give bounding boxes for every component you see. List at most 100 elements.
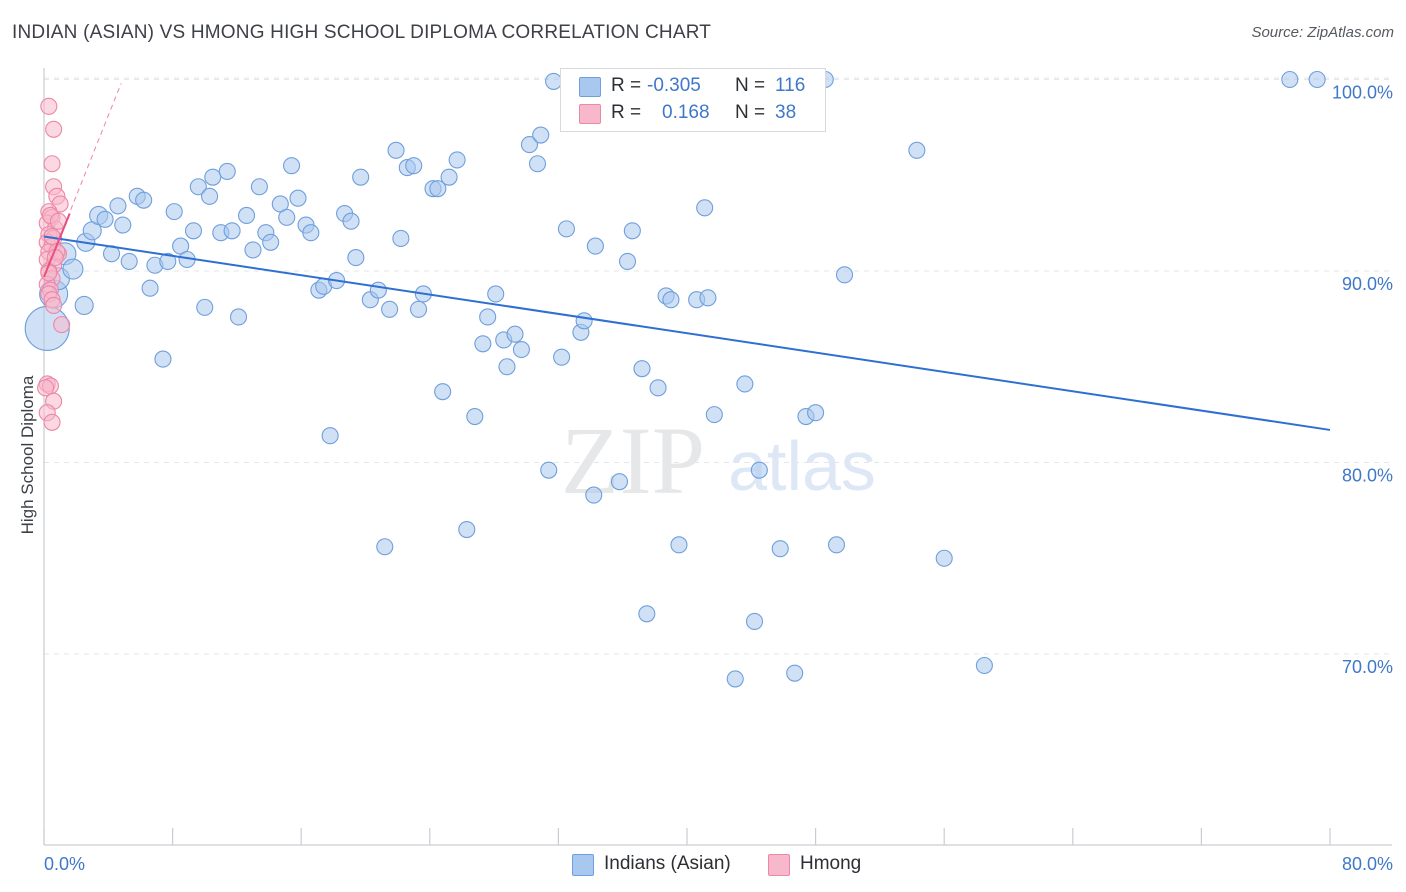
data-point-hmong — [45, 296, 63, 315]
data-point-indians — [745, 612, 764, 630]
grid-lines — [44, 77, 1392, 655]
data-point-indians — [498, 358, 516, 376]
data-point-indians — [223, 222, 241, 240]
legend-n-value: 38 — [775, 102, 797, 123]
data-point-indians — [120, 252, 138, 270]
data-point-indians — [610, 473, 629, 491]
data-point-indians — [474, 335, 492, 353]
data-point-indians — [540, 461, 558, 479]
data-point-indians — [405, 157, 423, 175]
data-point-indians — [532, 126, 550, 144]
data-point-indians — [750, 461, 768, 479]
data-point-indians — [935, 549, 953, 567]
data-point-indians — [807, 404, 825, 422]
data-point-indians — [109, 197, 127, 215]
data-point-indians — [387, 141, 405, 159]
data-point-indians — [705, 406, 723, 424]
data-point-indians — [696, 199, 714, 217]
data-point-indians — [670, 536, 688, 554]
bottom-legend-swatch-blue — [572, 854, 594, 876]
legend-r-value: -0.305 — [647, 75, 701, 96]
data-point-indians — [623, 222, 641, 240]
tick-labels: 70.0% 80.0% 90.0% 100.0% 0.0% 80.0% — [44, 83, 1393, 875]
data-point-indians — [618, 252, 637, 270]
source-credit: Source: ZipAtlas.com — [1251, 24, 1394, 41]
data-point-indians — [726, 670, 744, 688]
legend-swatch-blue — [579, 77, 601, 97]
data-point-indians — [165, 203, 183, 221]
data-point-hmong — [45, 120, 63, 138]
data-point-hmong — [43, 413, 61, 431]
data-point-indians — [633, 360, 651, 378]
watermark-atlas: atlas — [728, 427, 876, 505]
data-point-indians — [699, 289, 717, 307]
data-point-hmong — [43, 155, 61, 173]
data-point-indians — [827, 536, 846, 554]
data-point-indians — [289, 189, 307, 207]
data-point-indians — [835, 266, 854, 284]
y-tick-label: 90.0% — [1342, 274, 1393, 294]
data-point-indians — [262, 233, 280, 251]
watermark-zip: ZIP — [561, 407, 705, 514]
data-point-indians — [392, 229, 410, 247]
legend-n-label: N = — [735, 102, 766, 123]
data-point-indians — [369, 281, 387, 299]
data-point-indians — [1281, 70, 1299, 89]
data-point-indians — [62, 258, 84, 280]
axes — [43, 68, 1392, 846]
data-point-hmong — [37, 379, 55, 397]
data-point-indians — [638, 605, 656, 623]
series-indians-asian — [24, 70, 1326, 688]
data-point-indians — [204, 168, 222, 186]
data-point-indians — [429, 180, 447, 198]
data-point-indians — [479, 308, 497, 326]
data-point-indians — [409, 300, 428, 318]
data-point-indians — [448, 151, 466, 169]
data-point-indians — [342, 212, 360, 230]
legend-r-value: 0.168 — [662, 102, 710, 123]
data-point-indians — [512, 340, 530, 359]
y-tick-label: 100.0% — [1332, 83, 1393, 103]
data-point-indians — [975, 656, 993, 675]
data-point-indians — [154, 350, 172, 368]
chart-title: INDIAN (ASIAN) VS HMONG HIGH SCHOOL DIPL… — [12, 22, 712, 43]
data-point-indians — [184, 222, 203, 240]
data-point-indians — [74, 295, 94, 316]
data-point-indians — [250, 178, 268, 196]
data-point-indians — [662, 291, 680, 309]
stats-legend: R = -0.305 N = 116 R = 0.168 N = 38 — [560, 68, 826, 132]
data-point-indians — [487, 285, 505, 303]
data-point-indians — [1308, 70, 1326, 89]
data-point-indians — [736, 375, 754, 393]
data-point-indians — [440, 168, 458, 186]
trend-line-indians — [43, 235, 1331, 431]
data-point-indians — [159, 252, 177, 270]
legend-r-label: R = — [611, 75, 642, 96]
bottom-legend-label-hmong: Hmong — [800, 853, 862, 874]
data-point-indians — [237, 206, 256, 225]
data-point-indians — [553, 348, 571, 366]
data-point-indians — [786, 664, 804, 682]
legend-swatch-pink — [579, 104, 601, 124]
data-point-indians — [278, 208, 296, 226]
data-point-indians — [302, 224, 320, 242]
data-point-indians — [520, 136, 539, 154]
series-hmong — [37, 97, 71, 431]
trend-line-hmong-extended — [43, 83, 122, 277]
data-point-indians — [557, 220, 575, 238]
data-point-indians — [141, 279, 159, 297]
data-point-indians — [218, 162, 236, 180]
x-tick-label: 80.0% — [1342, 854, 1393, 874]
data-point-indians — [585, 486, 603, 504]
legend-n-label: N = — [735, 75, 766, 96]
data-point-indians — [771, 540, 789, 558]
legend-r-label: R = — [611, 102, 642, 123]
data-point-indians — [506, 325, 524, 343]
data-point-indians — [196, 298, 214, 316]
data-point-indians — [189, 178, 207, 196]
data-point-indians — [649, 379, 667, 397]
data-point-indians — [466, 407, 484, 426]
trend-line-hmong — [43, 213, 71, 278]
data-point-indians — [908, 141, 926, 159]
